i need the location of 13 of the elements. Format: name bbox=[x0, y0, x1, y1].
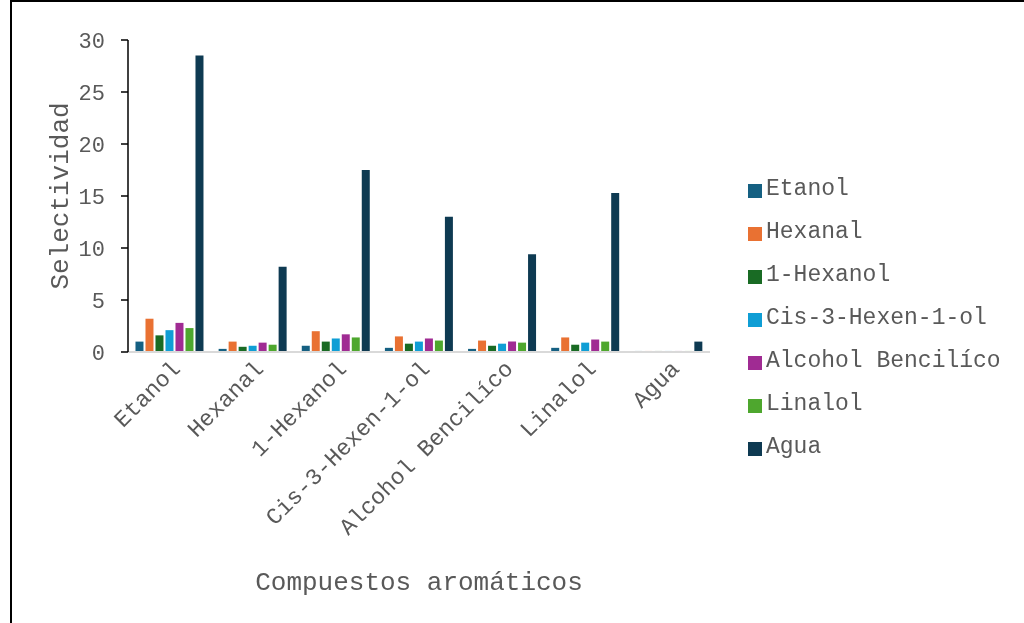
y-axis-title: Selectividad bbox=[46, 102, 76, 290]
y-tick-label: 30 bbox=[78, 29, 105, 55]
legend-label: Etanol bbox=[766, 176, 849, 202]
legend-label: Hexanal bbox=[766, 219, 863, 245]
legend-label: 1-Hexanol bbox=[766, 262, 891, 288]
y-tick-label: 0 bbox=[91, 341, 105, 367]
legend-label: Cis-3-Hexen-1-ol bbox=[766, 305, 987, 331]
y-tick-label: 15 bbox=[78, 185, 105, 211]
y-tick-label: 25 bbox=[78, 81, 105, 107]
y-tick-label: 10 bbox=[78, 237, 105, 263]
x-axis-title: Compuestos aromáticos bbox=[255, 568, 583, 598]
y-tick-label: 5 bbox=[91, 289, 105, 315]
y-tick-label: 20 bbox=[78, 133, 105, 159]
